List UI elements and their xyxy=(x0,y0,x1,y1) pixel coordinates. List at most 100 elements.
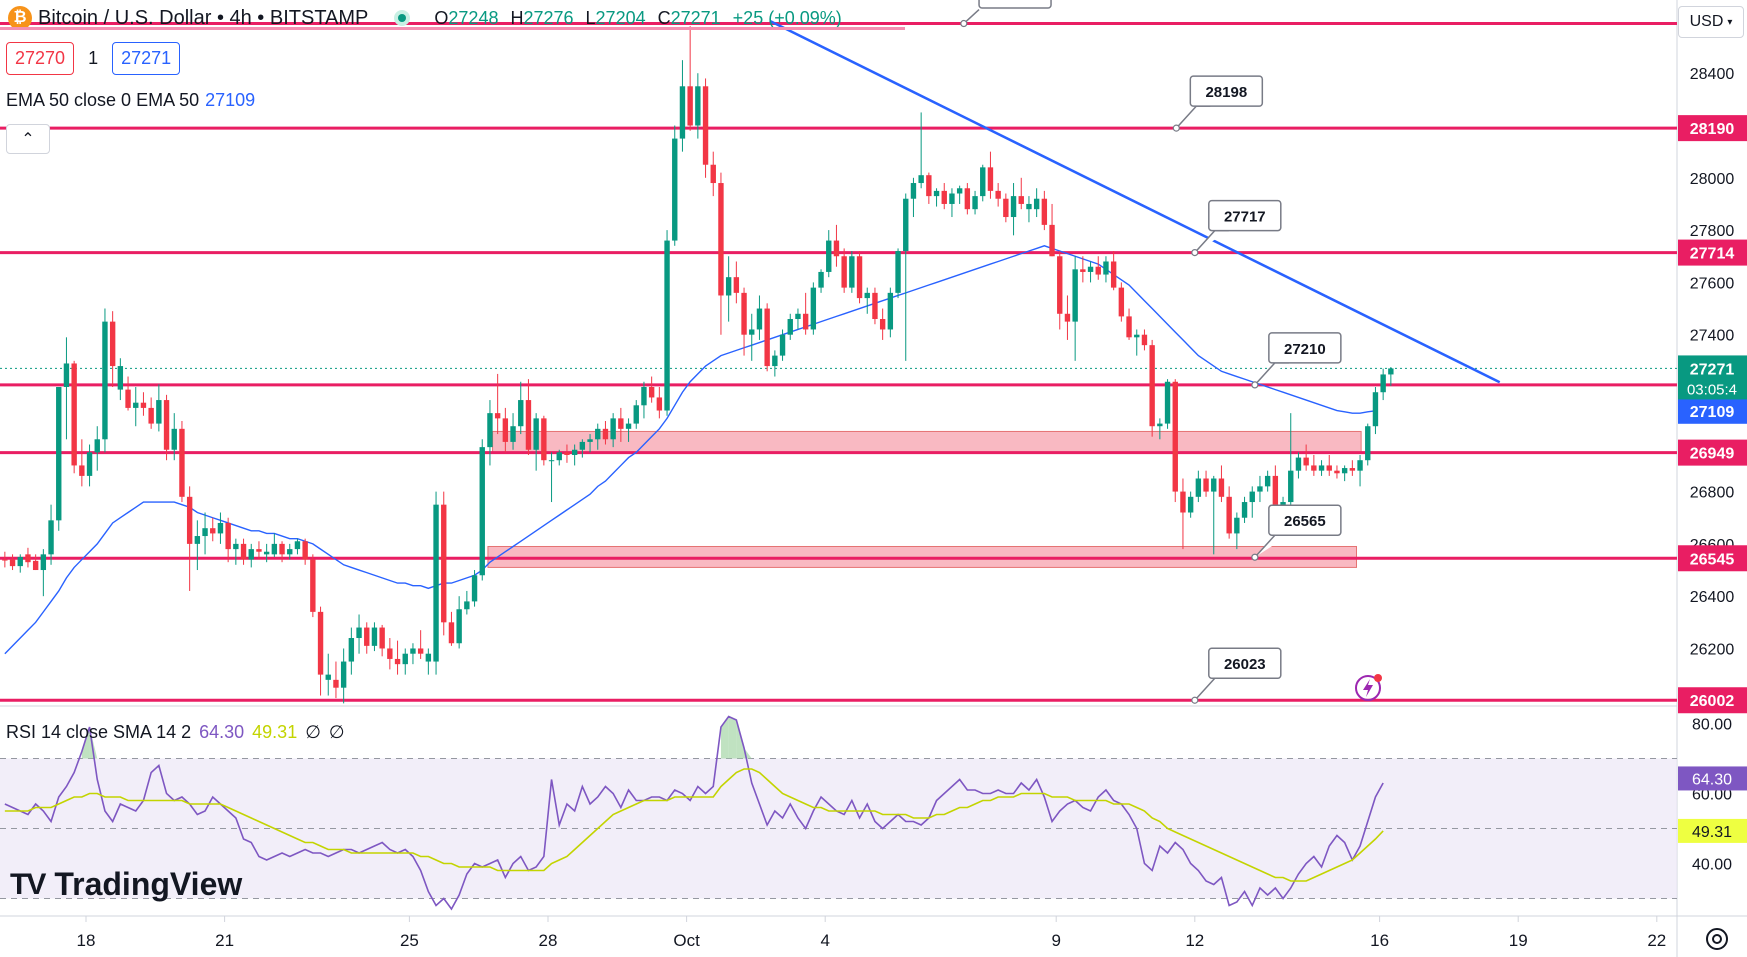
candle-body xyxy=(1365,426,1371,461)
candle-body xyxy=(571,449,578,455)
callout-box xyxy=(1268,504,1342,536)
symbol-header[interactable]: ₿ Bitcoin / U.S. Dollar • 4h • BITSTAMP … xyxy=(0,0,842,36)
time-tick-label: 16 xyxy=(1370,931,1389,950)
candle-body xyxy=(1164,381,1171,424)
candle-body xyxy=(1241,502,1248,518)
candle-body xyxy=(17,556,23,567)
market-status-icon[interactable] xyxy=(394,10,411,26)
symbol-title[interactable]: Bitcoin / U.S. Dollar • 4h • BITSTAMP xyxy=(38,6,369,29)
candle-body xyxy=(1264,475,1271,487)
candle-body xyxy=(510,426,516,442)
price-axis-background[interactable] xyxy=(1677,0,1747,957)
candle-body xyxy=(695,86,701,126)
candle-body xyxy=(40,554,47,571)
time-axis[interactable]: 18 21 25 28 Oct 4 9 12 16 19 22 xyxy=(77,916,1667,950)
candle-body xyxy=(125,389,131,408)
bid-button[interactable]: 27270 xyxy=(6,42,75,75)
price-tick-label: 26800 xyxy=(1690,485,1735,502)
candle-body xyxy=(933,190,940,197)
tradingview-wordmark: TradingView xyxy=(54,866,243,902)
candle-body xyxy=(48,520,54,555)
candle-body xyxy=(964,188,971,210)
collapse-legend-button[interactable]: ⌃ xyxy=(6,124,50,154)
candle-body xyxy=(348,638,355,662)
gear-icon[interactable] xyxy=(1702,924,1732,954)
rsi-legend[interactable]: RSI 14 close SMA 14 2 64.30 49.31 ∅ ∅ xyxy=(6,722,345,743)
candle-body xyxy=(179,428,185,497)
alert-bolt-icon[interactable] xyxy=(1354,672,1384,702)
time-tick-label: 12 xyxy=(1185,931,1204,950)
trendline[interactable] xyxy=(769,19,1501,384)
candle-body xyxy=(2,559,8,561)
candle-body xyxy=(818,271,824,288)
price-tick-label: 26200 xyxy=(1690,641,1735,658)
candle-body xyxy=(564,452,570,455)
support-resistance-zones xyxy=(487,430,1362,568)
candle-body xyxy=(941,190,947,204)
candle-body xyxy=(1288,470,1294,503)
header-underline xyxy=(0,27,905,30)
candle-body xyxy=(764,308,770,367)
candle-body xyxy=(310,559,316,612)
rsi-empty-value-2: ∅ xyxy=(328,722,345,742)
last-price-label: 27271 xyxy=(1690,361,1735,378)
change-value: +25 (+0.09%) xyxy=(732,7,842,28)
candle-body xyxy=(263,551,270,555)
currency-label: USD xyxy=(1689,13,1724,30)
candle-body xyxy=(518,400,524,427)
candle-body xyxy=(325,674,331,680)
candle-body xyxy=(117,366,124,390)
candle-body xyxy=(441,504,447,623)
candle-body xyxy=(1195,478,1202,497)
candle-body xyxy=(749,329,755,335)
candle-body xyxy=(1033,198,1040,210)
tradingview-logo[interactable]: TV TradingView xyxy=(10,866,242,903)
callout-box-top xyxy=(978,0,1052,9)
ema-legend-label: EMA 50 close 0 EMA 50 xyxy=(6,90,200,110)
candle-body xyxy=(171,428,177,450)
candle-body xyxy=(317,611,324,675)
callout-label: 26023 xyxy=(1224,656,1266,673)
candle-body xyxy=(1234,517,1240,534)
candle-body xyxy=(525,400,532,450)
candle-body xyxy=(356,627,362,639)
ohlc-values: O27248 H27276 L27204 C27271 +25 (+0.09%) xyxy=(434,7,842,28)
candle-body xyxy=(156,400,162,424)
rsi-legend-value: 64.30 xyxy=(199,722,245,742)
candle-body xyxy=(1103,261,1109,275)
candle-body xyxy=(1180,491,1186,513)
candle-body xyxy=(718,183,724,296)
candle-body xyxy=(364,627,370,646)
candle-body xyxy=(1349,468,1356,471)
close-value: 27271 xyxy=(670,7,721,28)
rsi-overbought-fill xyxy=(728,716,737,759)
candle-body xyxy=(895,251,901,293)
candle-body xyxy=(1372,392,1379,427)
ema-legend[interactable]: EMA 50 close 0 EMA 50 27109 xyxy=(6,90,255,111)
candle-body xyxy=(810,287,817,330)
candle-body xyxy=(186,496,193,544)
rsi-pane: 80.00 60.00 40.00 64.30 49.31 xyxy=(0,715,1747,911)
callout-box xyxy=(1208,647,1282,679)
candle-body xyxy=(548,460,555,462)
currency-selector[interactable]: USD ▾ xyxy=(1678,6,1744,38)
rsi-tick-label: 40.00 xyxy=(1692,857,1732,874)
candle-body xyxy=(679,86,686,139)
ask-button[interactable]: 27271 xyxy=(112,42,181,75)
time-tick-label: 21 xyxy=(215,931,234,950)
rsi-value-label: 64.30 xyxy=(1692,771,1732,788)
candle-body xyxy=(79,465,85,476)
candle-body xyxy=(32,560,39,571)
candle-body xyxy=(417,648,424,654)
bid-ask-quote[interactable]: 27270 1 27271 xyxy=(6,42,181,75)
level-price-box xyxy=(1678,239,1747,266)
candle-body xyxy=(1226,496,1232,534)
candle-body xyxy=(25,554,31,563)
candle-body xyxy=(410,648,416,654)
candle-body xyxy=(202,528,208,537)
tradingview-logo-icon: TV xyxy=(10,867,46,901)
candle-body xyxy=(1380,374,1386,393)
callout-box xyxy=(1268,332,1342,364)
candle-body xyxy=(664,240,670,411)
